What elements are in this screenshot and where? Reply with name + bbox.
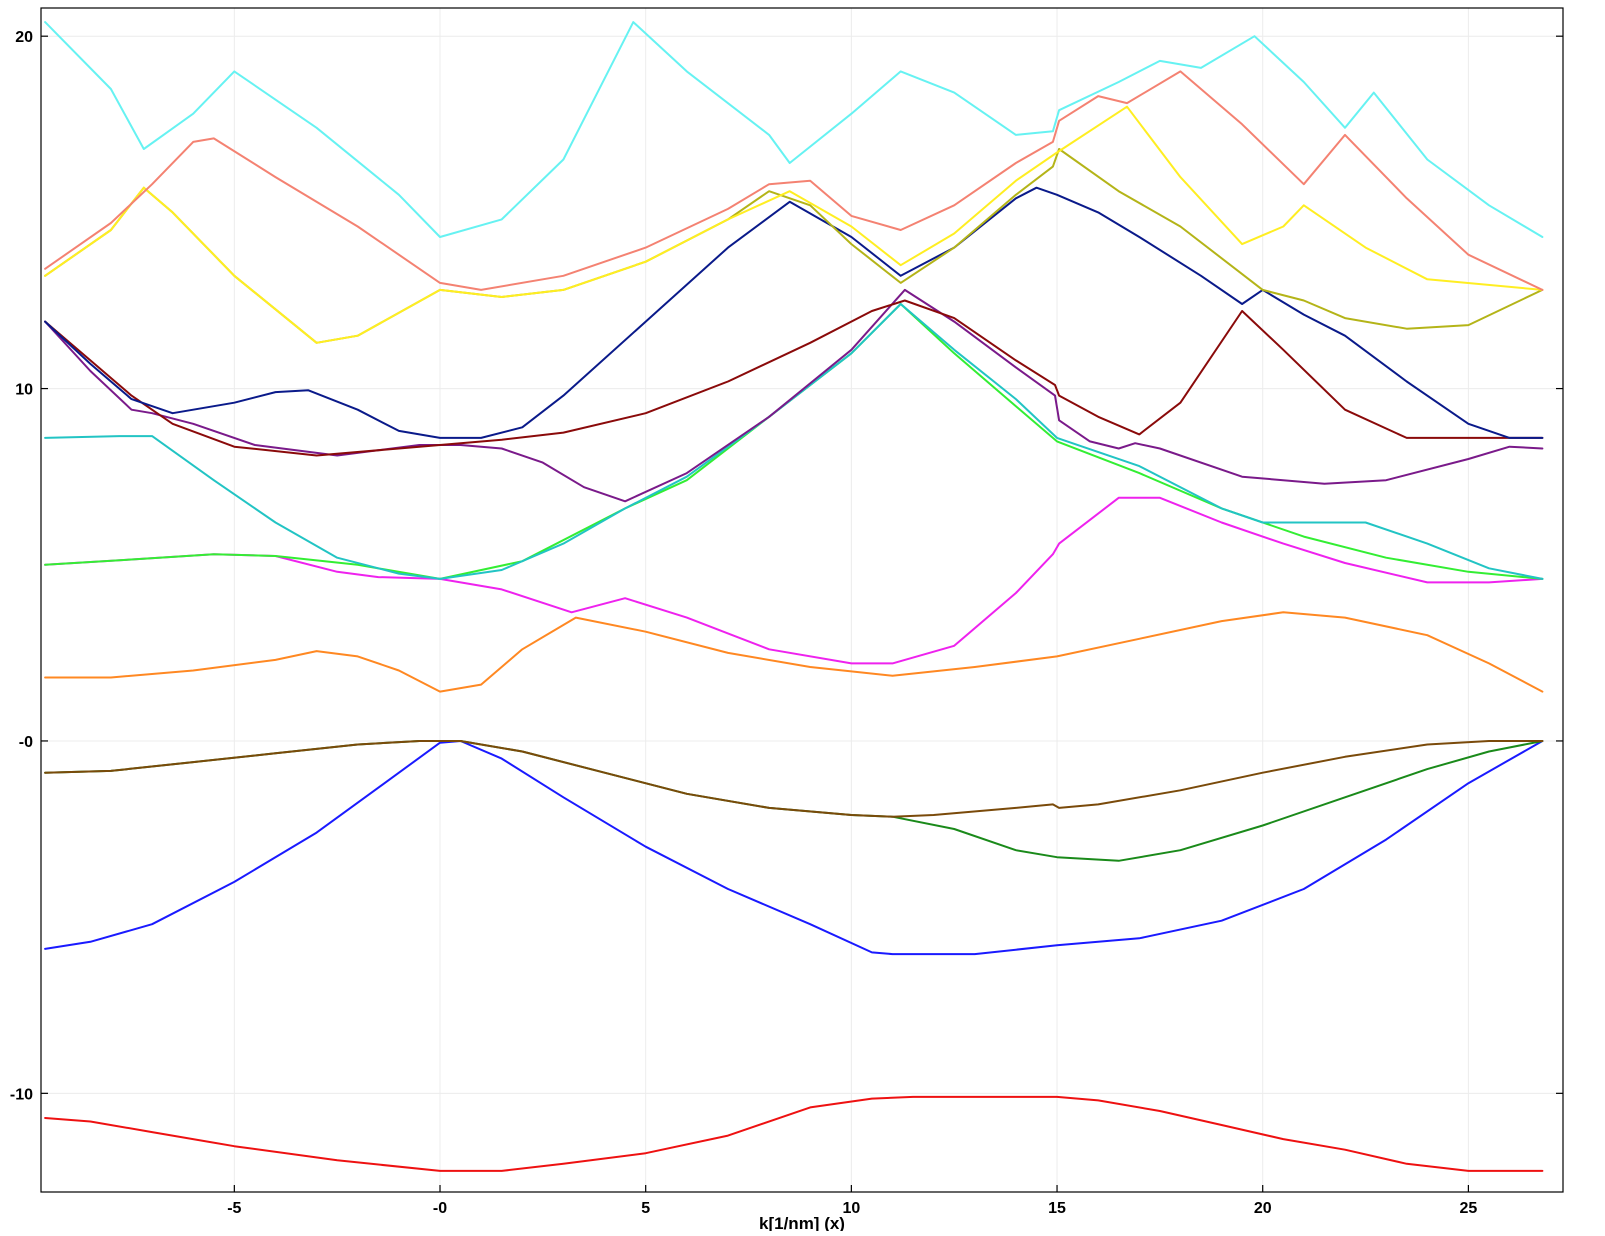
series-lines: [44, 21, 1544, 1172]
x-tick-label: 25: [1459, 1200, 1477, 1217]
band-line-1: [44, 1095, 1544, 1172]
band-line-15: [44, 21, 1544, 238]
band-line-10: [44, 299, 1544, 457]
band-line-2: [44, 740, 1544, 956]
x-tick-label: 20: [1254, 1200, 1272, 1217]
y-tick-label: 10: [15, 382, 33, 399]
x-tick-label: -0: [433, 1200, 447, 1217]
band-line-11: [44, 186, 1544, 439]
x-tick-label: 15: [1048, 1200, 1066, 1217]
y-tick-label: -0: [19, 734, 33, 751]
band-line-6: [44, 496, 1544, 665]
x-tick-label: -5: [227, 1200, 241, 1217]
band-line-5: [44, 611, 1544, 693]
band-line-13: [44, 105, 1544, 344]
band-line-14: [44, 70, 1544, 291]
x-tick-label: 10: [842, 1200, 860, 1217]
y-tick-label: -10: [10, 1086, 33, 1103]
plot-frame: [40, 7, 1564, 1193]
grid-lines: [41, 8, 1563, 1192]
x-tick-label: 5: [641, 1200, 650, 1217]
y-tick-label: 20: [15, 29, 33, 46]
band-line-4: [44, 740, 1544, 818]
band-line-9: [44, 288, 1544, 503]
x-axis-label: k[1/nm] (x): [759, 1214, 845, 1231]
axis-ticks: -5 -0 5 10 15 20 25 -10 -0 10 20: [10, 29, 1563, 1217]
